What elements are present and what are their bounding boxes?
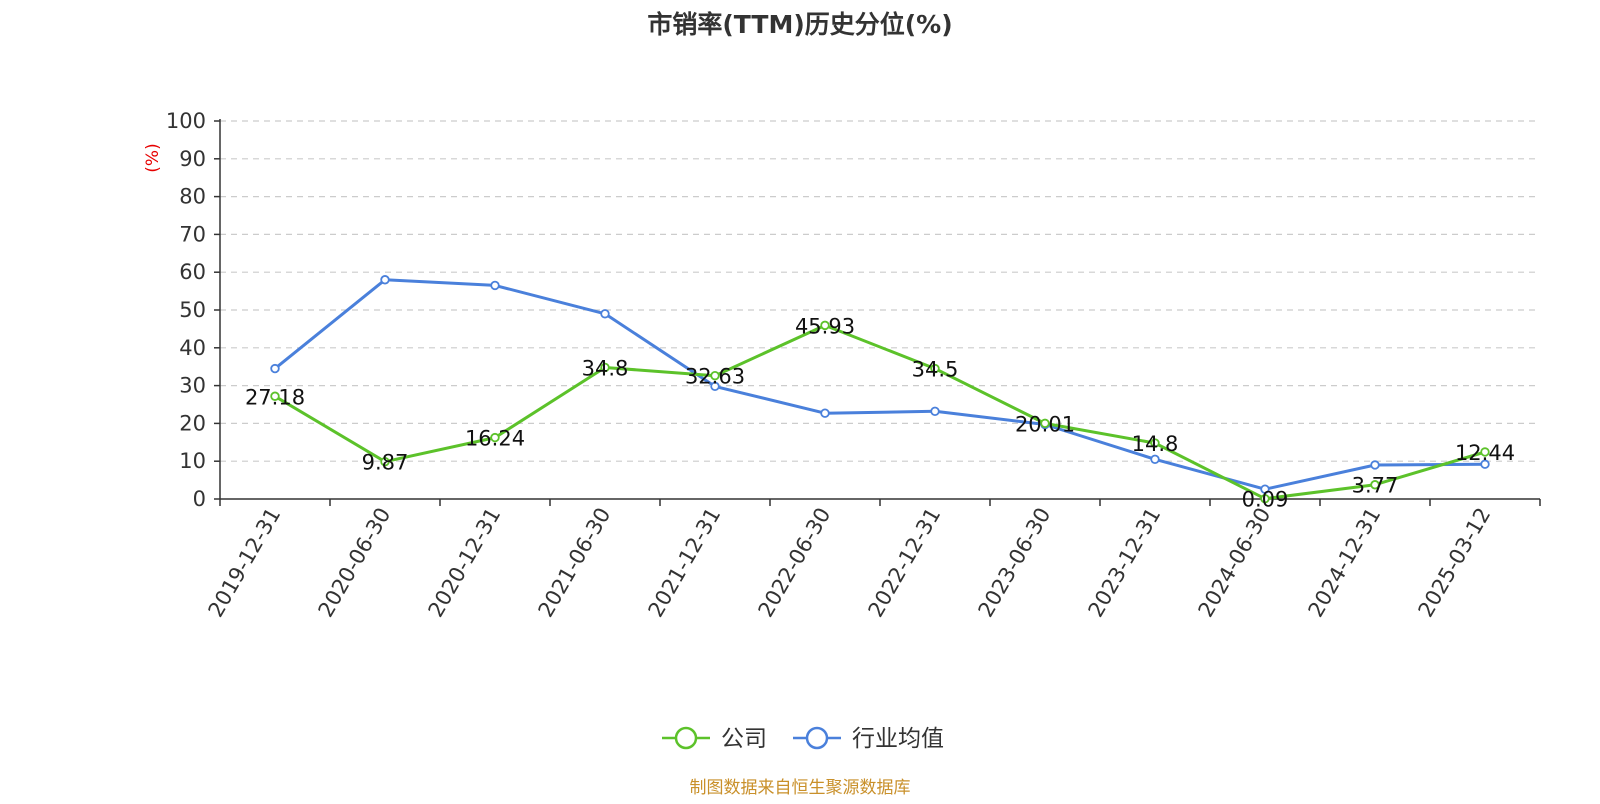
series-1-point[interactable] (600, 309, 610, 319)
y-tick-label: 70 (179, 222, 206, 246)
series-0-point[interactable] (380, 456, 390, 467)
data-labels: 27.18 9.87 16.24 34.8 32.63 45.93 34.5 20.01 14.… (245, 314, 1515, 511)
data-label: 27.18 (245, 385, 305, 409)
data-label: 32.63 (685, 365, 745, 389)
data-label: 0.09 (1242, 488, 1289, 512)
legend-item-1[interactable]: 行业均值 (793, 726, 944, 752)
series-1-point[interactable] (380, 275, 390, 285)
y-tick-label: 50 (179, 298, 206, 322)
y-tick-label: 40 (179, 336, 206, 360)
y-axis-label: (%) (143, 143, 163, 172)
x-tick-label: 2021-12-31 (644, 504, 726, 622)
series-line-1 (274, 278, 1486, 491)
data-label: 45.93 (795, 314, 855, 338)
x-tick-label: 2023-12-31 (1084, 504, 1166, 622)
series-1-point[interactable] (1370, 460, 1380, 470)
y-tick-label: 30 (179, 374, 206, 398)
series-0-point[interactable] (1480, 447, 1490, 457)
series-1-point[interactable] (270, 363, 280, 374)
series-0-point[interactable] (1040, 418, 1050, 429)
series-lines (270, 275, 1490, 504)
x-tick-label: 2025-03-12 (1414, 504, 1496, 622)
series-0-point[interactable] (710, 370, 720, 381)
series-1-point[interactable] (1480, 459, 1490, 469)
data-label: 14.8 (1132, 432, 1179, 456)
x-tick-label: 2024-12-31 (1304, 504, 1386, 622)
series-0-point[interactable] (930, 363, 940, 374)
source-note: 制图数据来自恒生聚源数据库 (690, 778, 911, 798)
legend[interactable]: 公司 行业均值 (662, 726, 944, 752)
data-label: 3.77 (1352, 474, 1399, 498)
legend-label: 公司 (721, 726, 767, 752)
series-1-point[interactable] (1150, 454, 1160, 465)
series-0-point[interactable] (490, 432, 500, 443)
series-1-point[interactable] (1260, 484, 1270, 494)
x-tick-label: 2020-06-30 (314, 504, 396, 622)
data-label: 34.8 (582, 356, 629, 380)
series-0-point[interactable] (270, 391, 280, 401)
series-0-point[interactable] (1260, 493, 1270, 504)
legend-swatch-marker (674, 726, 698, 750)
y-tick-label: 60 (179, 260, 206, 284)
y-tick-label: 20 (179, 411, 206, 435)
data-label: 9.87 (362, 451, 409, 475)
legend-item-0[interactable]: 公司 (662, 726, 767, 752)
series-line-0 (274, 323, 1486, 501)
series-1-point[interactable] (820, 408, 830, 418)
legend-swatch-marker (805, 726, 829, 750)
series-1-point[interactable] (930, 406, 940, 417)
data-label: 16.24 (465, 427, 525, 451)
series-1-point[interactable] (710, 381, 720, 392)
data-label: 20.01 (1015, 412, 1075, 436)
x-tick-label: 2022-06-30 (754, 504, 836, 622)
series-0-point[interactable] (1370, 480, 1380, 490)
data-label: 34.5 (912, 358, 959, 382)
legend-label: 行业均值 (852, 726, 944, 752)
x-tick-label: 2022-12-31 (864, 504, 946, 622)
x-tick-label: 2020-12-31 (424, 504, 506, 622)
y-tick-label: 90 (179, 147, 206, 171)
data-label: 12.44 (1455, 441, 1515, 465)
series-0-point[interactable] (600, 362, 610, 373)
axes: 0 10 20 30 40 50 60 70 80 90 100 2019-12-31 2020-06-… (166, 109, 1541, 622)
y-tick-label: 10 (179, 449, 206, 473)
grid-lines (220, 120, 1540, 462)
x-tick-label: 2024-06-30 (1194, 504, 1276, 622)
chart-title: 市销率(TTM)历史分位(%) (647, 10, 952, 39)
series-0-point[interactable] (820, 320, 830, 331)
x-tick-label: 2019-12-31 (204, 504, 286, 622)
y-tick-label: 0 (193, 487, 206, 511)
series-1-point[interactable] (490, 280, 500, 291)
y-tick-label: 100 (166, 109, 206, 133)
x-tick-label: 2023-06-30 (974, 504, 1056, 622)
series-0-point[interactable] (1150, 438, 1160, 448)
x-tick-label: 2021-06-30 (534, 504, 616, 622)
y-tick-label: 80 (179, 185, 206, 209)
